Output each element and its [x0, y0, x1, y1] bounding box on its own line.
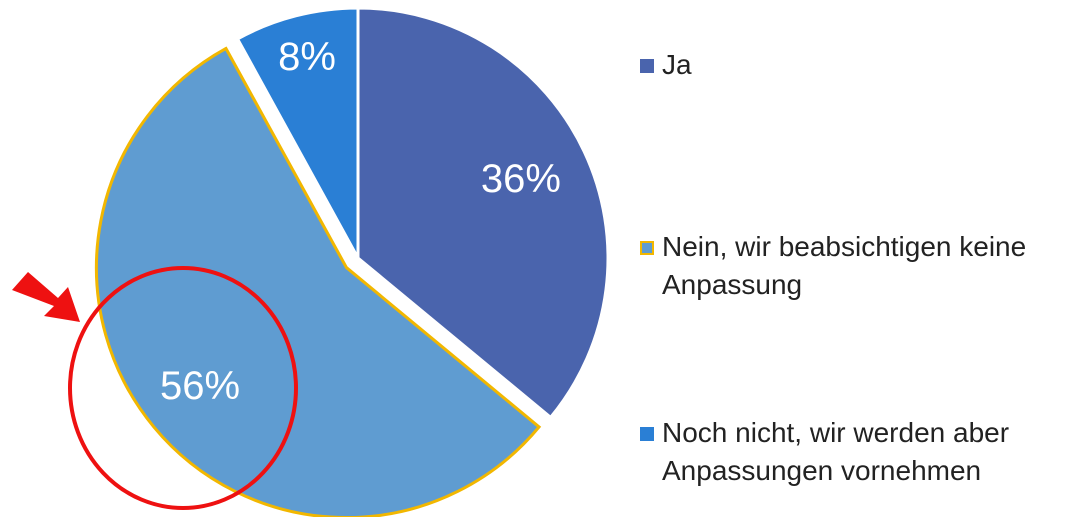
legend-swatch: [640, 241, 654, 255]
legend-label: Nein, wir beabsichtigen keine Anpassung: [662, 231, 1027, 300]
data-label: 56%: [160, 364, 240, 408]
pie-slice: [235, 6, 360, 259]
data-label: 36%: [481, 157, 561, 201]
legend-label: Noch nicht, wir werden aber Anpassungen …: [662, 417, 1010, 486]
highlight-circle: [68, 266, 298, 510]
legend-swatch: [640, 427, 654, 441]
legend-swatch: [640, 59, 654, 73]
legend-entry: Ja: [640, 46, 1088, 84]
highlight-arrow: [12, 272, 80, 322]
data-label: 8%: [278, 35, 336, 79]
legend-entry: Nein, wir beabsichtigen keine Anpassung: [640, 228, 1088, 304]
legend-entry: Noch nicht, wir werden aber Anpassungen …: [640, 414, 1088, 490]
pie-slice: [356, 6, 610, 420]
pie-slice: [94, 46, 542, 517]
legend-label: Ja: [662, 49, 692, 80]
